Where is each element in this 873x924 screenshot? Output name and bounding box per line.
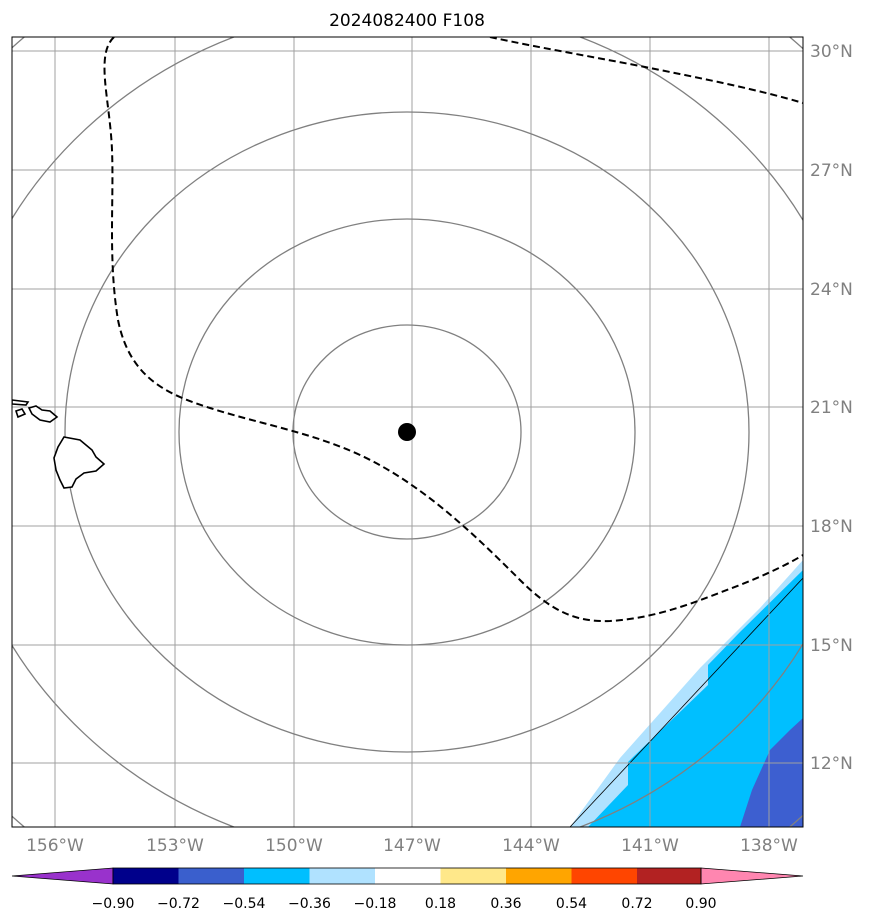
colorbar-tick-label: −0.90 (92, 896, 135, 912)
contour-northeast (489, 37, 803, 104)
colorbar-tick-label: 0.18 (425, 896, 456, 912)
coast-edge-line (569, 577, 803, 827)
colorbar-tick-label: −0.36 (288, 896, 331, 912)
lat-label: 21°N (810, 398, 853, 418)
ring-3 (64, 111, 750, 753)
lon-label: 156°W (26, 836, 84, 856)
colorbar-tick-label: 0.36 (490, 896, 521, 912)
colorbar-tick-label: 0.72 (621, 896, 652, 912)
dark-blue-fill (740, 718, 803, 827)
lon-label: 153°W (146, 836, 204, 856)
colorbar-tick-label: −0.18 (354, 896, 397, 912)
lat-label: 15°N (810, 636, 853, 656)
longitude-labels: 156°W 153°W 150°W 147°W 144°W 141°W 138°… (26, 836, 798, 856)
lat-label: 18°N (810, 517, 853, 537)
colorbar-bin (309, 868, 375, 884)
lon-label: 138°W (740, 836, 798, 856)
lon-label: 150°W (265, 836, 323, 856)
lon-label: 141°W (621, 836, 679, 856)
colorbar-bin (178, 868, 244, 884)
colorbar-bin (571, 868, 637, 884)
contour-main (103, 37, 803, 623)
ring-2 (178, 218, 636, 646)
storm-center-marker (398, 423, 416, 441)
colorbar-bin (506, 868, 572, 884)
latitude-labels: 30°N 27°N 24°N 21°N 18°N 15°N 12°N (810, 42, 853, 774)
colorbar-extend-high (700, 867, 804, 885)
lat-label: 24°N (810, 280, 853, 300)
colorbar-tick-label: −0.72 (157, 896, 200, 912)
island-maui-molokai (27, 405, 59, 423)
ring-4 (12, 37, 803, 827)
lon-label: 147°W (383, 836, 441, 856)
lat-label: 30°N (810, 42, 853, 62)
colorbar-tick-label: −0.54 (223, 896, 266, 912)
dashed-contours (103, 37, 803, 623)
lat-label: 27°N (810, 161, 853, 181)
lat-label: 12°N (810, 754, 853, 774)
colorbar-tick-label: 0.54 (556, 896, 587, 912)
island-niihau (14, 408, 27, 419)
colorbar-bin (375, 868, 441, 884)
map-title: 2024082400 F108 (329, 11, 485, 31)
lon-label: 144°W (502, 836, 560, 856)
colorbar-tick-label: 0.90 (685, 896, 716, 912)
hawaii-islands (12, 399, 106, 489)
island-big-island (53, 436, 106, 489)
colorbar: −0.90 −0.72 −0.54 −0.36 −0.18 0.18 0.36 … (11, 867, 804, 912)
colorbar-extend-low (11, 867, 114, 885)
island-oahu-kauai (12, 399, 30, 406)
map-frame (11, 36, 804, 828)
colorbar-frame (112, 867, 702, 885)
colorbar-bin (637, 868, 701, 884)
colorbar-bin (113, 868, 179, 884)
colorbar-bin (244, 868, 310, 884)
colorbar-bin (440, 868, 506, 884)
